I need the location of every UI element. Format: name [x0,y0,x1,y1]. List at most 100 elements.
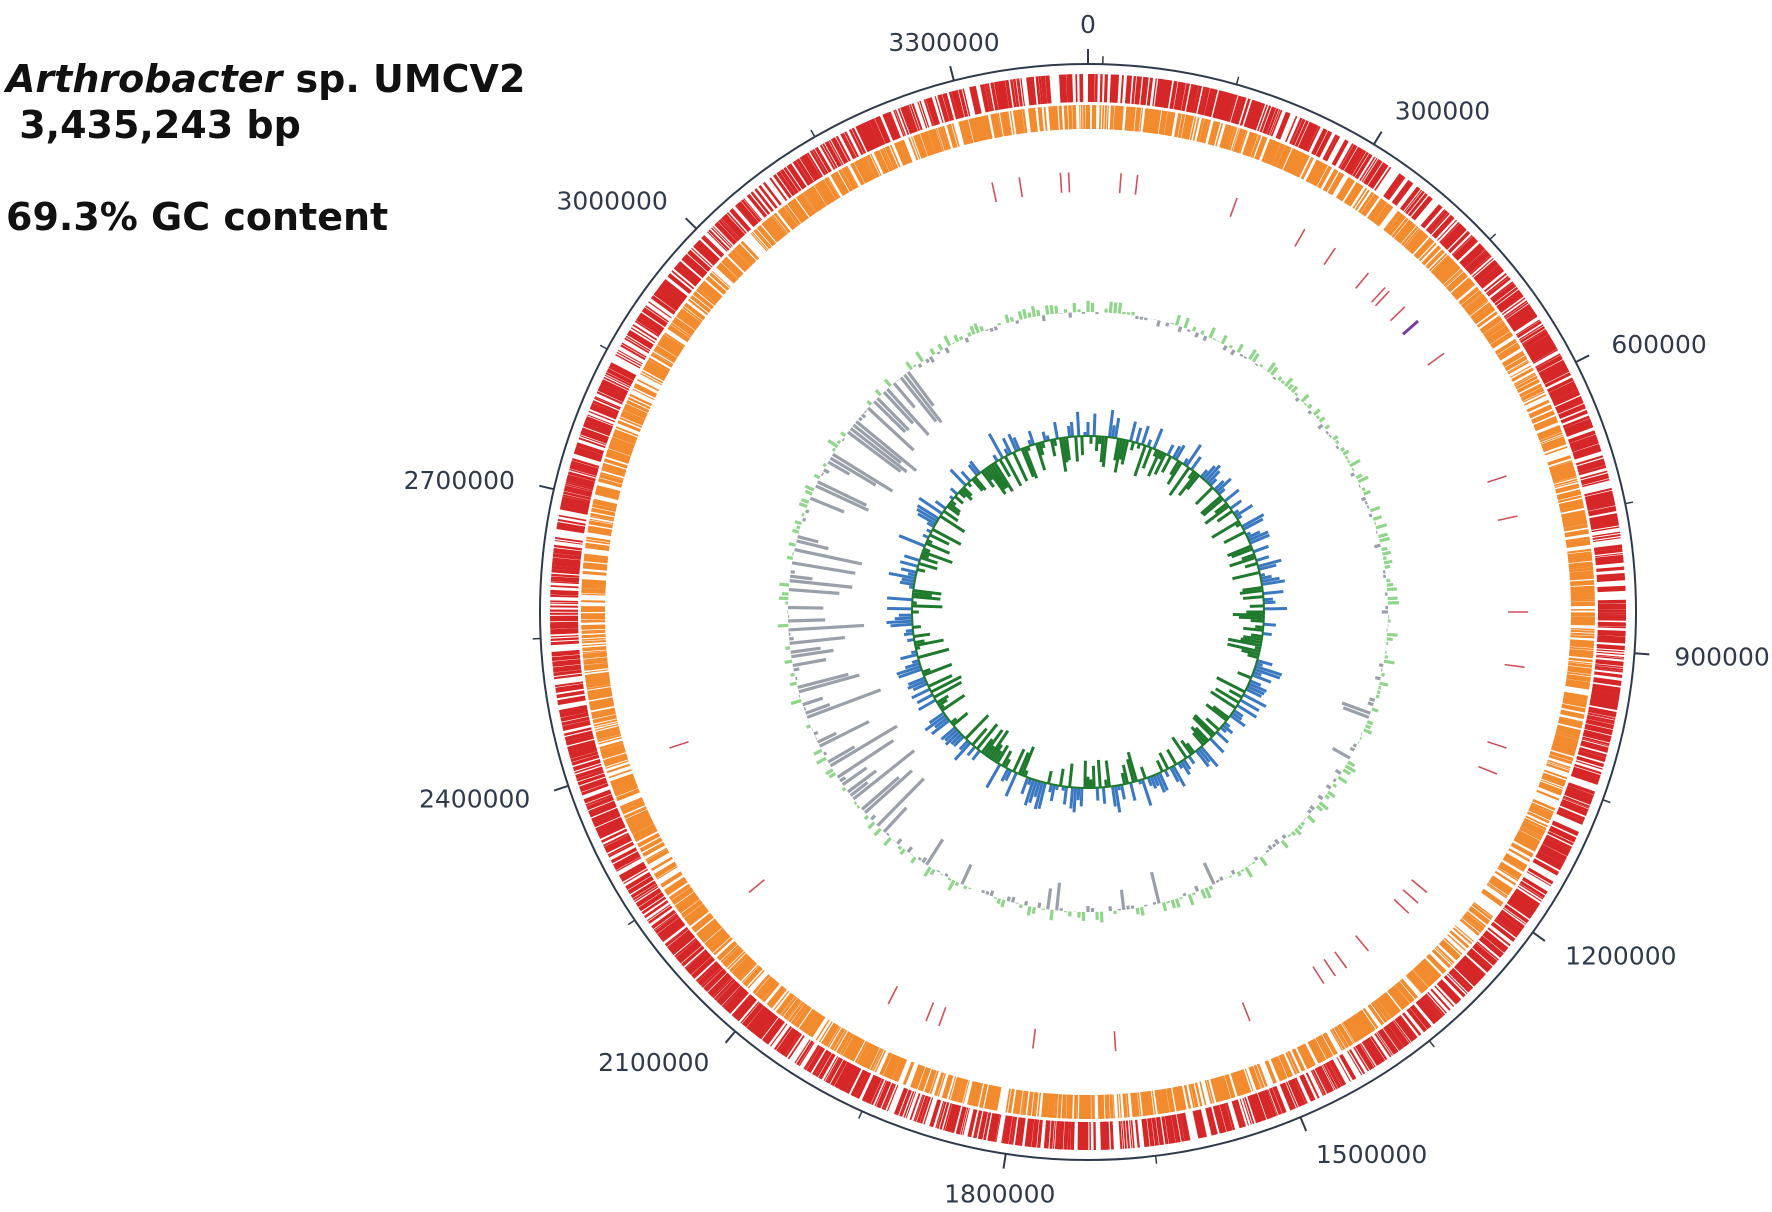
cds-feature [1542,367,1570,385]
cds-feature [1001,80,1010,109]
cds-feature [1119,1093,1122,1118]
cds-feature [1328,172,1344,195]
cds-feature [1277,145,1292,170]
gc-content-bar [903,373,943,424]
gc-content-bar [867,821,876,830]
cds-feature [667,929,692,950]
cds-feature [812,148,829,175]
gc-skew-bar [1004,455,1023,487]
gc-content-bar [791,528,800,534]
cds-feature [1300,122,1314,150]
cds-feature [553,547,582,554]
cds-feature [1455,239,1478,261]
cds-feature [1515,375,1538,390]
cds-feature [610,773,635,786]
cds-feature [1028,108,1035,133]
cds-feature [697,962,721,986]
cds-feature [1443,268,1463,287]
gc-content-bar [866,406,915,452]
cds-feature [1188,1084,1195,1108]
cds-feature [1291,1048,1306,1072]
cds-feature [1066,74,1072,103]
scale-label: 1500000 [1316,1140,1427,1169]
cds-feature [1399,224,1417,244]
cds-feature [755,1012,776,1038]
cds-feature [1419,959,1440,981]
cds-feature [837,1063,855,1091]
gc-content-bar [1156,320,1161,327]
cds-feature [596,485,621,496]
gc-skew-bar [973,476,987,491]
cds-feature [1123,1120,1127,1149]
gc-skew-bar [988,465,1007,490]
cds-feature [956,90,965,118]
cds-feature [664,876,686,893]
minor-scale-tick [1235,76,1240,85]
cds-feature [865,156,877,179]
cds-feature [592,400,620,414]
cds-feature [983,1112,992,1141]
cds-feature [1192,1110,1203,1139]
cds-feature [687,908,709,927]
gc-content-bar [1015,320,1020,324]
cds-feature [717,219,740,242]
gc-content-bar [1337,775,1348,785]
gc-skew-bar [1028,779,1038,804]
cds-feature [550,635,579,638]
gc-skew-bar [990,744,1003,761]
cds-feature [598,822,626,838]
cds-feature [1230,1072,1242,1097]
cds-feature [740,240,760,261]
cds-feature [793,198,809,219]
cds-feature [565,734,594,745]
gc-content-bar [1186,329,1191,333]
gc-content-bar [866,400,873,406]
cds-feature [1567,667,1592,675]
cds-feature [565,483,593,492]
cds-feature [955,1106,965,1134]
cds-feature [602,832,630,847]
cds-feature [1164,80,1172,109]
gc-skew-bar [1153,453,1167,476]
gc-skew-bar [1126,758,1136,783]
cds-feature [707,231,728,252]
cds-feature [1016,78,1022,107]
cds-feature [737,243,757,264]
cds-feature [1502,907,1527,925]
cds-feature [1022,1090,1029,1116]
cds-feature [1020,78,1026,107]
cds-feature [1524,334,1551,352]
cds-feature [828,139,844,166]
cds-feature [1368,163,1388,189]
cds-feature [1498,344,1520,359]
cds-feature [739,962,758,982]
gc-content-bar [1212,337,1217,341]
gc-content-bar [1274,838,1280,845]
gc-content-bar [1017,311,1023,320]
gc-content-bar [1344,455,1349,460]
cds-feature [1296,1047,1309,1070]
cds-feature [911,103,923,131]
cds-feature [825,140,842,167]
cds-feature [1017,1117,1026,1146]
gc-content-bar [1054,305,1059,314]
cds-feature [1106,105,1109,130]
cds-feature [1251,102,1265,131]
cds-feature [1510,310,1535,329]
scale-label: 2400000 [419,784,530,813]
cds-feature [1493,285,1517,304]
cds-feature [1553,478,1578,487]
cds-feature [612,779,636,791]
cds-feature [850,162,865,186]
cds-feature [663,279,688,300]
cds-feature [716,980,739,1004]
gc-skew-bar [1049,439,1057,457]
cds-feature [910,1064,923,1089]
cds-feature [656,287,682,307]
rna-feature [1229,197,1238,218]
cds-feature [1584,490,1613,500]
cds-feature [751,1009,772,1034]
cds-feature [704,927,724,945]
gc-content-bar [1030,305,1037,318]
